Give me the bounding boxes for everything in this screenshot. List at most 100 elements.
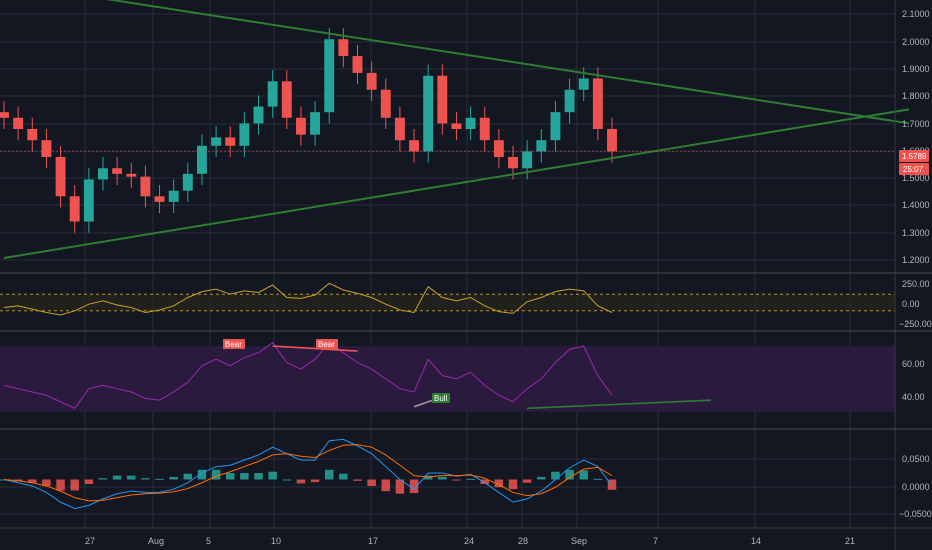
macd-histogram-bar (112, 475, 122, 480)
date-tick: 10 (271, 536, 281, 546)
candle-body (225, 137, 236, 146)
candle-body (211, 137, 222, 146)
macd-histogram-bar (240, 473, 249, 480)
price-tick: 1.9000 (902, 64, 930, 74)
bull-tag (432, 393, 450, 403)
date-tick: 14 (751, 536, 761, 546)
date-tick: Sep (571, 536, 587, 546)
bear-tag-label: Bear (318, 340, 335, 349)
macd-histogram-bar (169, 476, 178, 480)
macd-histogram-bar (494, 479, 504, 488)
candle-body (522, 151, 533, 169)
candle-body (578, 78, 589, 90)
candle-body (168, 190, 179, 202)
macd-histogram-bar (225, 473, 235, 480)
macd-tick: −0.0500 (899, 509, 932, 519)
macd-histogram-bar (565, 469, 574, 480)
trendline-lower (3, 108, 910, 259)
candle-body (338, 39, 349, 57)
trendline-upper (106, 0, 910, 125)
cci-tick: 0.00 (902, 299, 920, 309)
candle-body (69, 196, 80, 222)
price-tick: 1.7000 (902, 119, 930, 129)
candle-body (508, 157, 518, 169)
date-tick: 24 (464, 536, 474, 546)
bear-tag-label: Bear (225, 340, 242, 349)
macd-histogram-bar (522, 479, 532, 483)
candle-body (451, 123, 462, 129)
macd-histogram-bar (395, 479, 405, 494)
macd-histogram-bar (593, 478, 603, 480)
rsi-axis[interactable]: 60.00 40.00 (902, 359, 925, 402)
price-tick: 1.2000 (902, 255, 930, 265)
price-tick: 1.8000 (902, 91, 930, 101)
cci-axis[interactable]: 250.00 0.00 −250.00 (899, 279, 932, 329)
last-price-tag: 1.5789 25:07 (899, 150, 929, 175)
macd-pane[interactable] (0, 438, 617, 510)
macd-histogram-bar (579, 470, 588, 480)
macd-histogram-bar (339, 473, 348, 480)
macd-histogram-bar (211, 469, 221, 480)
macd-histogram-bar (438, 476, 447, 480)
macd-line (3, 438, 613, 510)
candle-body (564, 89, 575, 113)
date-tick: 17 (368, 536, 378, 546)
candle-body (437, 75, 448, 124)
candle-body (465, 117, 476, 129)
macd-histogram-bar (282, 479, 292, 481)
price-pane[interactable] (0, 0, 910, 259)
cci-line (3, 282, 613, 316)
macd-histogram-bar (607, 479, 617, 490)
candle-body (324, 39, 335, 113)
candle-body (140, 176, 151, 197)
candle-body (281, 81, 292, 118)
candle-body (126, 173, 137, 177)
macd-histogram-bar (141, 478, 150, 480)
macd-histogram-bar (551, 471, 560, 480)
candle-body (197, 145, 207, 174)
candle-body (380, 89, 391, 118)
bull-annotation[interactable]: Bull (432, 393, 450, 403)
cci-tick: 250.00 (902, 279, 930, 289)
price-tick: 1.3000 (902, 228, 930, 238)
signal-line (3, 444, 613, 502)
bar-countdown-label: 25:07 (903, 165, 924, 174)
bear-annotation[interactable]: Bear (223, 339, 245, 349)
candle-body (154, 196, 165, 202)
annotations[interactable]: Bear Bear Bull (223, 339, 450, 403)
bear-tag (316, 339, 338, 349)
candle-body (550, 112, 561, 141)
last-price-label: 1.5789 (902, 152, 927, 161)
date-tick: 7 (653, 536, 658, 546)
date-tick: 21 (845, 536, 855, 546)
price-tick: 2.1000 (902, 9, 930, 19)
macd-histogram-bar (42, 479, 51, 486)
macd-histogram-bar (127, 475, 136, 480)
cci-pane[interactable] (0, 282, 895, 316)
macd-histogram-bar (310, 479, 320, 483)
date-tick: 28 (518, 536, 528, 546)
date-tick: 27 (85, 536, 95, 546)
rsi-trendline (527, 399, 712, 410)
bear-annotation[interactable]: Bear (316, 339, 338, 349)
macd-histogram-bar (409, 479, 419, 494)
rsi-tick: 40.00 (902, 392, 925, 402)
candle-body (112, 168, 123, 174)
macd-histogram-bar (98, 478, 108, 480)
candle-body (27, 128, 38, 141)
rsi-pane[interactable] (0, 342, 895, 412)
time-axis[interactable]: 27 Aug 5 10 17 24 28 Sep 7 14 21 (85, 536, 855, 546)
macd-histogram-bar (183, 473, 193, 480)
macd-tick: 0.0000 (902, 482, 930, 492)
macd-histogram-bar (70, 479, 79, 491)
candle-body (366, 72, 377, 90)
candle-body (55, 157, 66, 197)
price-tick: 1.5000 (902, 173, 930, 183)
candle-body (536, 140, 547, 152)
rsi-line (3, 342, 613, 409)
price-tick: 1.4000 (902, 200, 930, 210)
macd-axis[interactable]: 0.0500 0.0000 −0.0500 (899, 454, 932, 519)
